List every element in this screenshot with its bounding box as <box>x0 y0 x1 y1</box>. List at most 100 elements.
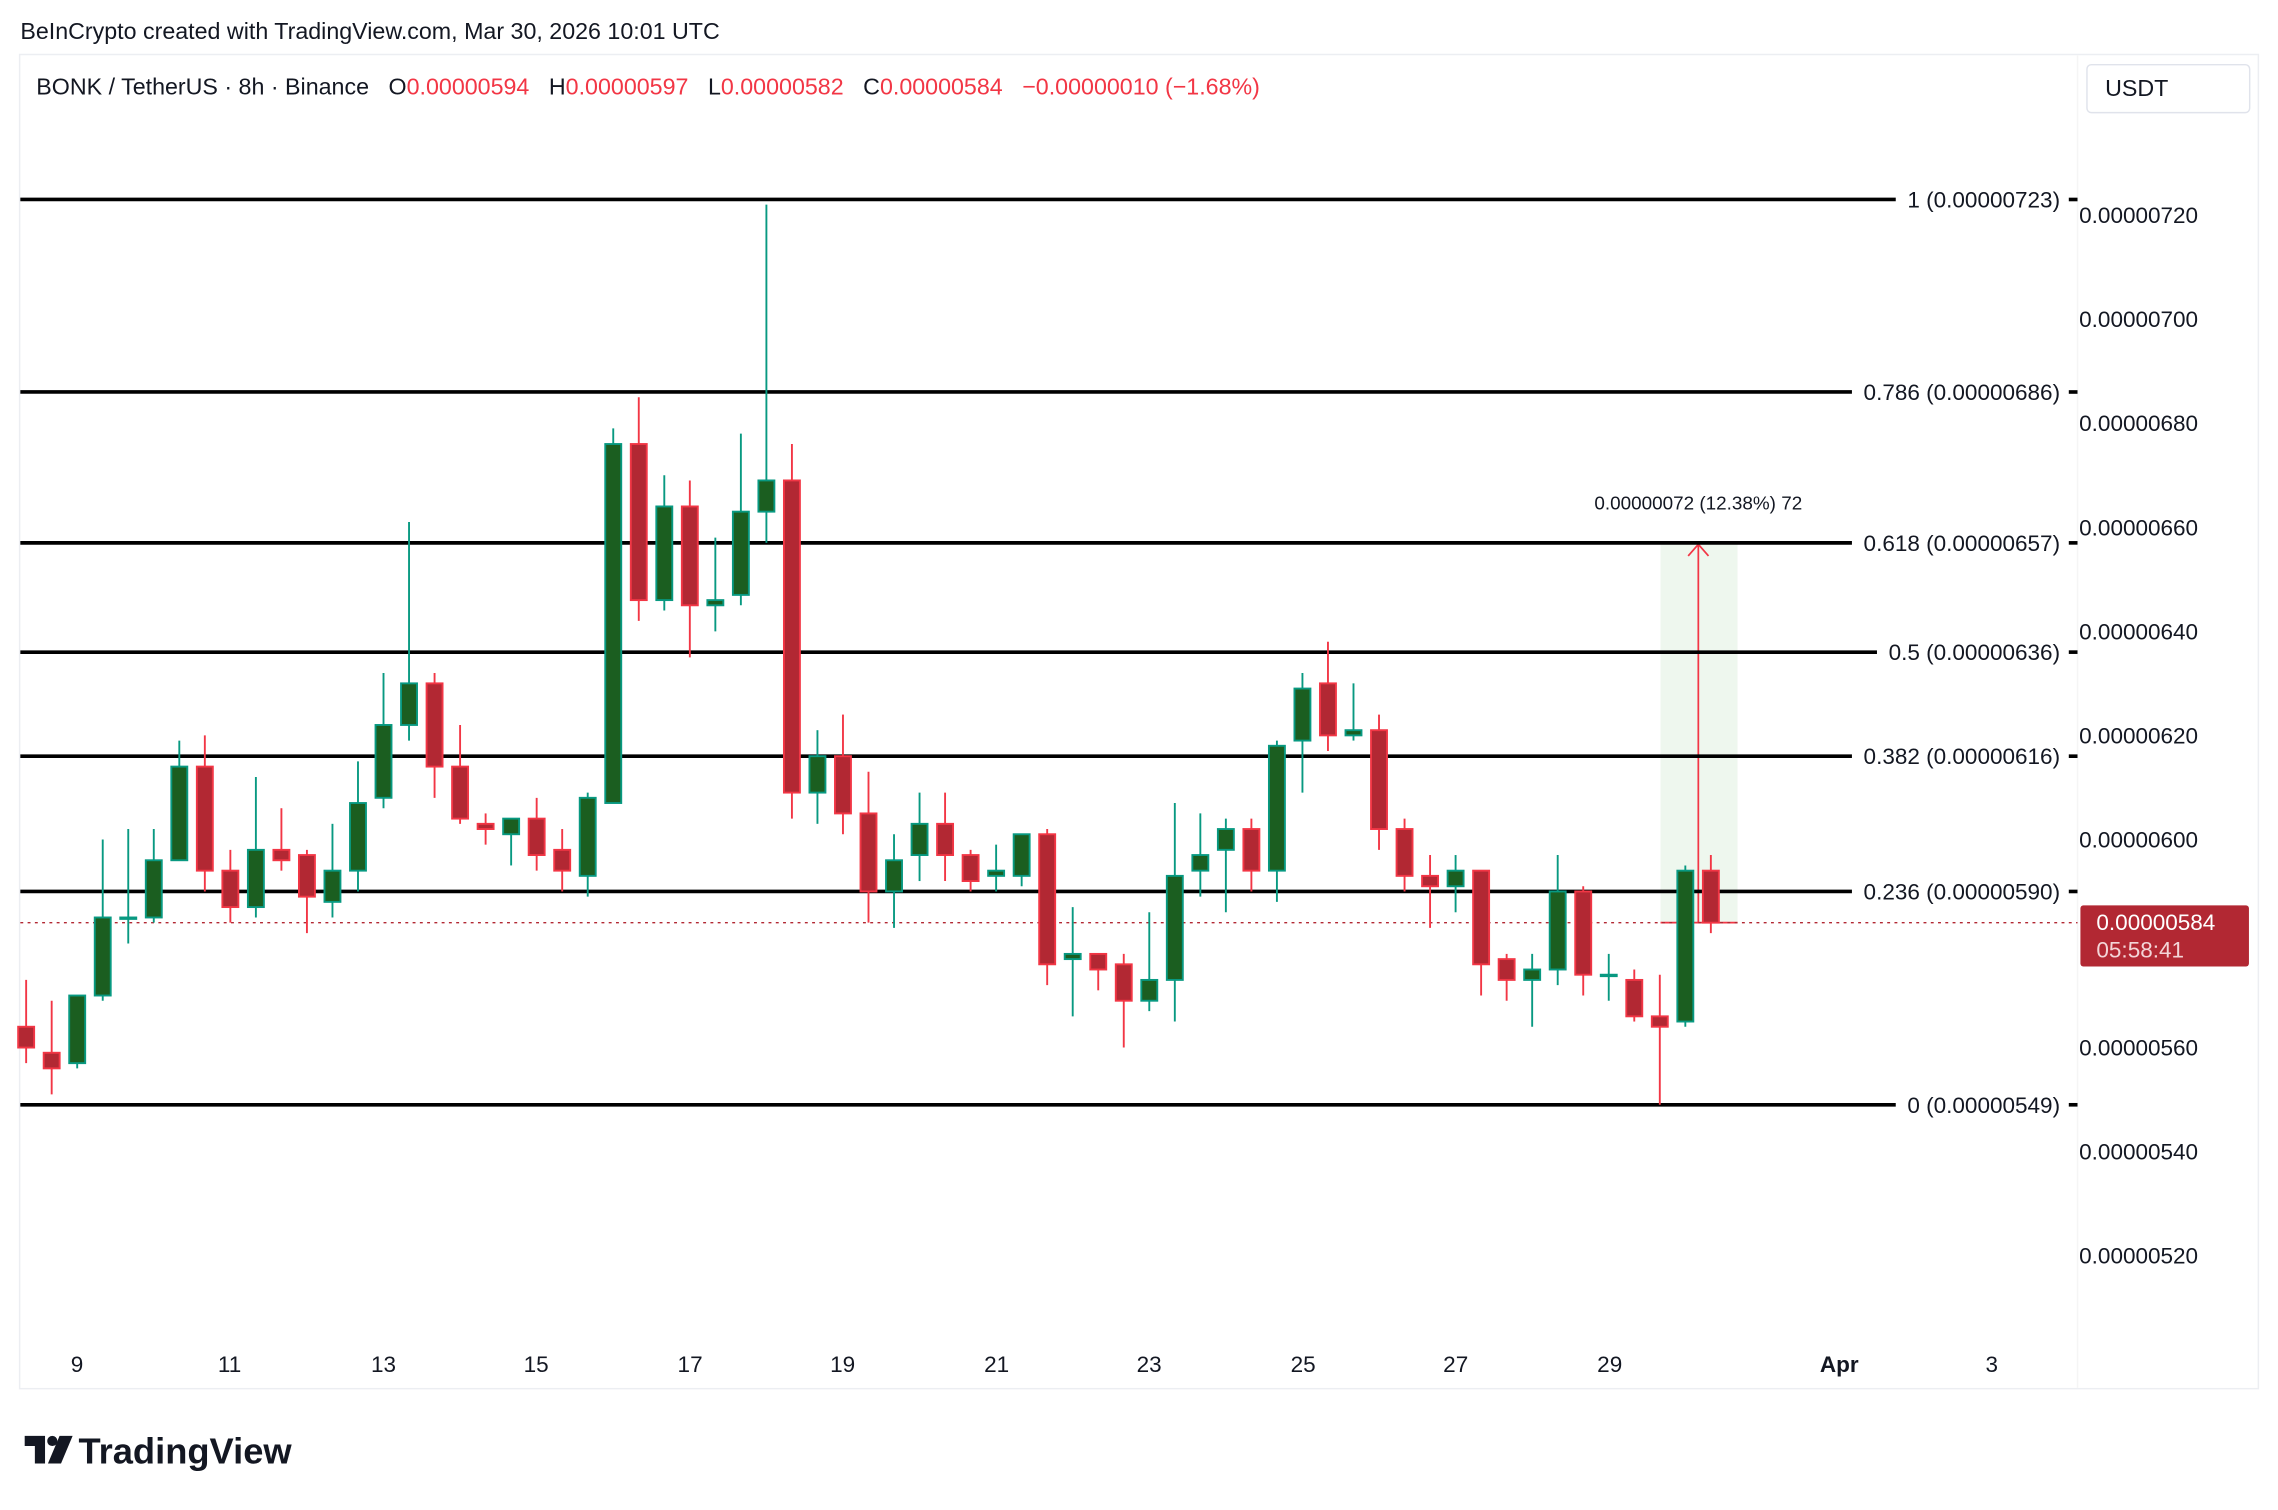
time-axis-label: 19 <box>830 1352 855 1377</box>
fib-retracement[interactable]: 1 (0.00000723) 0.786 (0.00000686) 0.618 (0… <box>20 187 2078 1118</box>
high-value: 0.00000597 <box>566 73 689 99</box>
candle-down <box>1625 969 1644 1022</box>
candle-body <box>1267 744 1286 872</box>
candle-body <box>1038 833 1057 966</box>
candle-down <box>42 1000 61 1095</box>
candle-down <box>272 808 291 871</box>
candle-up <box>1216 818 1235 913</box>
time-axis-label: 21 <box>984 1352 1009 1377</box>
tradingview-logo-icon <box>24 1435 73 1464</box>
candle-body <box>553 848 572 872</box>
price-tag-countdown: 05:58:41 <box>2096 938 2184 963</box>
candle-body <box>655 505 674 602</box>
candle-down <box>425 672 444 798</box>
candle-body <box>425 682 444 768</box>
fib-label: 1 (0.00000723) <box>1907 187 2060 212</box>
candle-body <box>119 916 138 920</box>
candle-body <box>1089 952 1108 971</box>
time-axis-label: 25 <box>1291 1352 1316 1377</box>
candle-body <box>246 848 265 909</box>
low-value: 0.00000582 <box>721 73 844 99</box>
candle-body <box>349 802 367 872</box>
candle-down <box>1574 886 1593 996</box>
fib-label: 0.382 (0.00000616) <box>1864 744 2061 769</box>
candle-down <box>1242 818 1261 892</box>
price-axis[interactable]: 0.00000720 0.00000700 0.00000680 0.00000660… <box>2079 203 2198 1269</box>
time-axis-label: Apr <box>1820 1352 1859 1377</box>
candle-body <box>1114 963 1133 1002</box>
candle-down <box>782 444 801 819</box>
candle-down <box>553 829 572 892</box>
candle-up <box>655 475 674 611</box>
candle-down <box>1421 855 1440 928</box>
candle-up <box>93 839 112 1001</box>
candle-body <box>1574 890 1593 976</box>
fib-label: 0.5 (0.00000636) <box>1889 640 2060 665</box>
price-axis-label: 0.00000520 <box>2079 1244 2198 1269</box>
candle-down <box>1650 974 1669 1105</box>
candle-body <box>834 755 852 815</box>
price-axis-label: 0.00000560 <box>2079 1036 2198 1061</box>
candle-up <box>1523 953 1542 1027</box>
high-label: H <box>549 73 566 99</box>
candle-down <box>1038 829 1057 986</box>
candle-up <box>400 522 418 741</box>
attribution: BeInCrypto created with TradingView.com,… <box>20 18 719 44</box>
candle-down <box>527 797 546 871</box>
candle-body <box>1599 973 1618 978</box>
candle-body <box>323 869 342 903</box>
price-axis-label: 0.00000660 <box>2079 515 2198 540</box>
candle-body <box>1701 869 1720 924</box>
tradingview-logo[interactable]: TradingView <box>24 1430 293 1471</box>
candle-down <box>834 714 852 835</box>
candle-body <box>527 817 546 856</box>
price-range-measure[interactable]: 0.00000072 (12.38%) 72 <box>1594 493 1802 924</box>
candle-down <box>221 849 240 923</box>
candle-down <box>1472 869 1491 996</box>
candle-body <box>400 682 418 726</box>
candle-down <box>936 792 955 882</box>
candle-up <box>1140 912 1159 1012</box>
candle-up <box>1344 683 1363 741</box>
candle-body <box>272 848 291 862</box>
candle-down <box>476 813 495 845</box>
candle-up <box>731 433 750 606</box>
candle-body <box>1216 828 1235 851</box>
close-label: C <box>863 73 880 99</box>
candle-body <box>1012 833 1031 877</box>
candle-body <box>1523 968 1542 981</box>
candle-up <box>349 761 367 892</box>
time-axis-label: 9 <box>71 1352 84 1377</box>
fib-label: 0.236 (0.00000590) <box>1864 879 2061 904</box>
candle-up <box>757 204 776 543</box>
time-axis[interactable]: 9 11 13 15 17 19 21 23 25 27 29 Apr 3 <box>71 1352 1998 1377</box>
candle-body <box>1472 869 1491 966</box>
candle-body <box>144 859 163 919</box>
candle-up <box>1676 865 1695 1027</box>
candle-body <box>961 854 980 883</box>
symbol-title[interactable]: BONK / TetherUS · 8h · Binance <box>36 73 369 99</box>
open-value: 0.00000594 <box>407 73 530 99</box>
candle-body <box>297 854 316 898</box>
currency-label: USDT <box>2105 75 2168 101</box>
candle-body <box>170 765 189 862</box>
candle-body <box>1165 874 1184 981</box>
candle-up <box>1446 855 1465 913</box>
close-value: 0.00000584 <box>880 73 1003 99</box>
price-axis-label: 0.00000540 <box>2079 1140 2198 1165</box>
candle-up <box>987 844 1006 892</box>
change-value: −0.00000010 (−1.68%) <box>1022 73 1260 99</box>
price-axis-label: 0.00000620 <box>2079 723 2198 748</box>
candle-body <box>936 822 955 856</box>
candle-body <box>1395 828 1414 877</box>
candle-up <box>1267 740 1286 902</box>
candle-up <box>1599 953 1618 1001</box>
currency-button[interactable]: USDT <box>2086 63 2251 114</box>
candle-up <box>1293 672 1312 793</box>
candle-body <box>1344 729 1363 737</box>
candle-body <box>1319 682 1337 737</box>
candle-body <box>1191 854 1210 872</box>
candle-up <box>578 792 597 897</box>
candle-up <box>885 834 903 928</box>
fib-label: 0.618 (0.00000657) <box>1864 531 2061 556</box>
